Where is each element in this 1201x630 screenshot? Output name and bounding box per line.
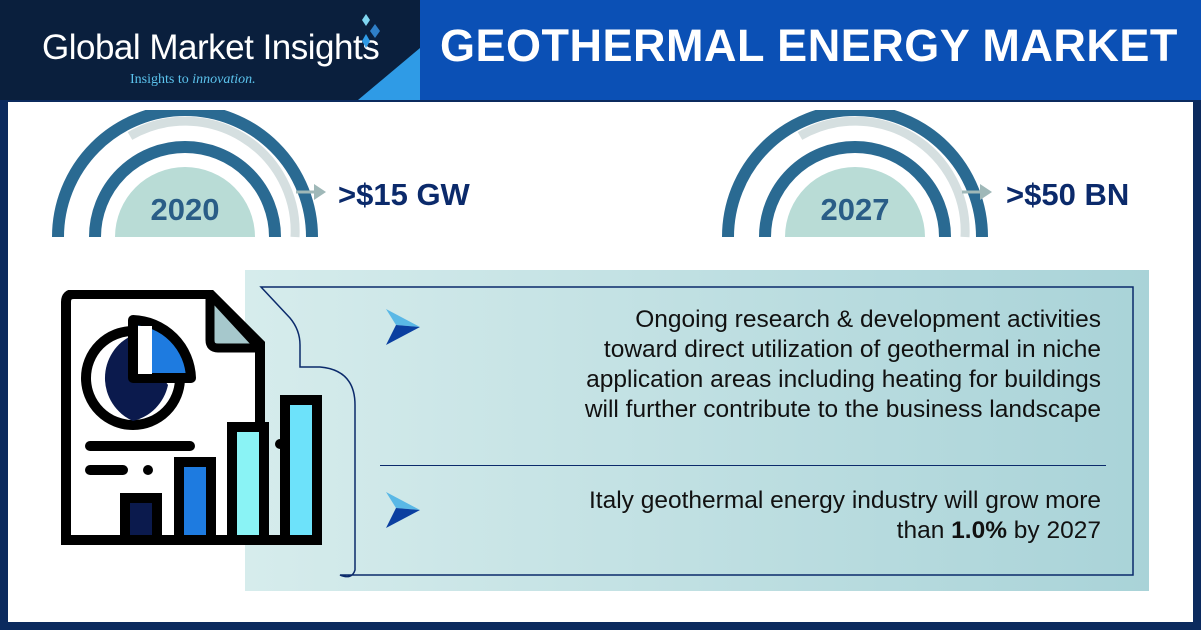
arrow-right-icon <box>962 184 992 200</box>
brand-logo: Global Market Insights <box>42 28 380 67</box>
year-label: 2020 <box>150 192 220 227</box>
report-chart-icon <box>61 290 322 545</box>
stat-value: >$50 BN <box>1006 177 1130 212</box>
header-logo-area <box>0 0 420 100</box>
page-title: GEOTHERMAL ENERGY MARKET <box>440 20 1178 71</box>
brand-tagline: Insights to innovation. <box>130 72 256 87</box>
stat-value: >$15 GW <box>338 177 470 212</box>
arrow-right-icon <box>296 184 326 200</box>
divider <box>380 465 1106 466</box>
header-title-area <box>420 0 1201 100</box>
gauge-2027 <box>722 110 988 238</box>
gauge-2020 <box>52 110 318 238</box>
diamond-logo-icon <box>362 14 380 48</box>
year-label: 2027 <box>820 192 890 227</box>
point-text: Ongoing research & development activitie… <box>584 306 1101 423</box>
point-text: Italy geothermal energy industry will gr… <box>589 487 1101 544</box>
arrow-right-icon <box>386 492 420 528</box>
arrow-right-icon <box>386 309 420 345</box>
